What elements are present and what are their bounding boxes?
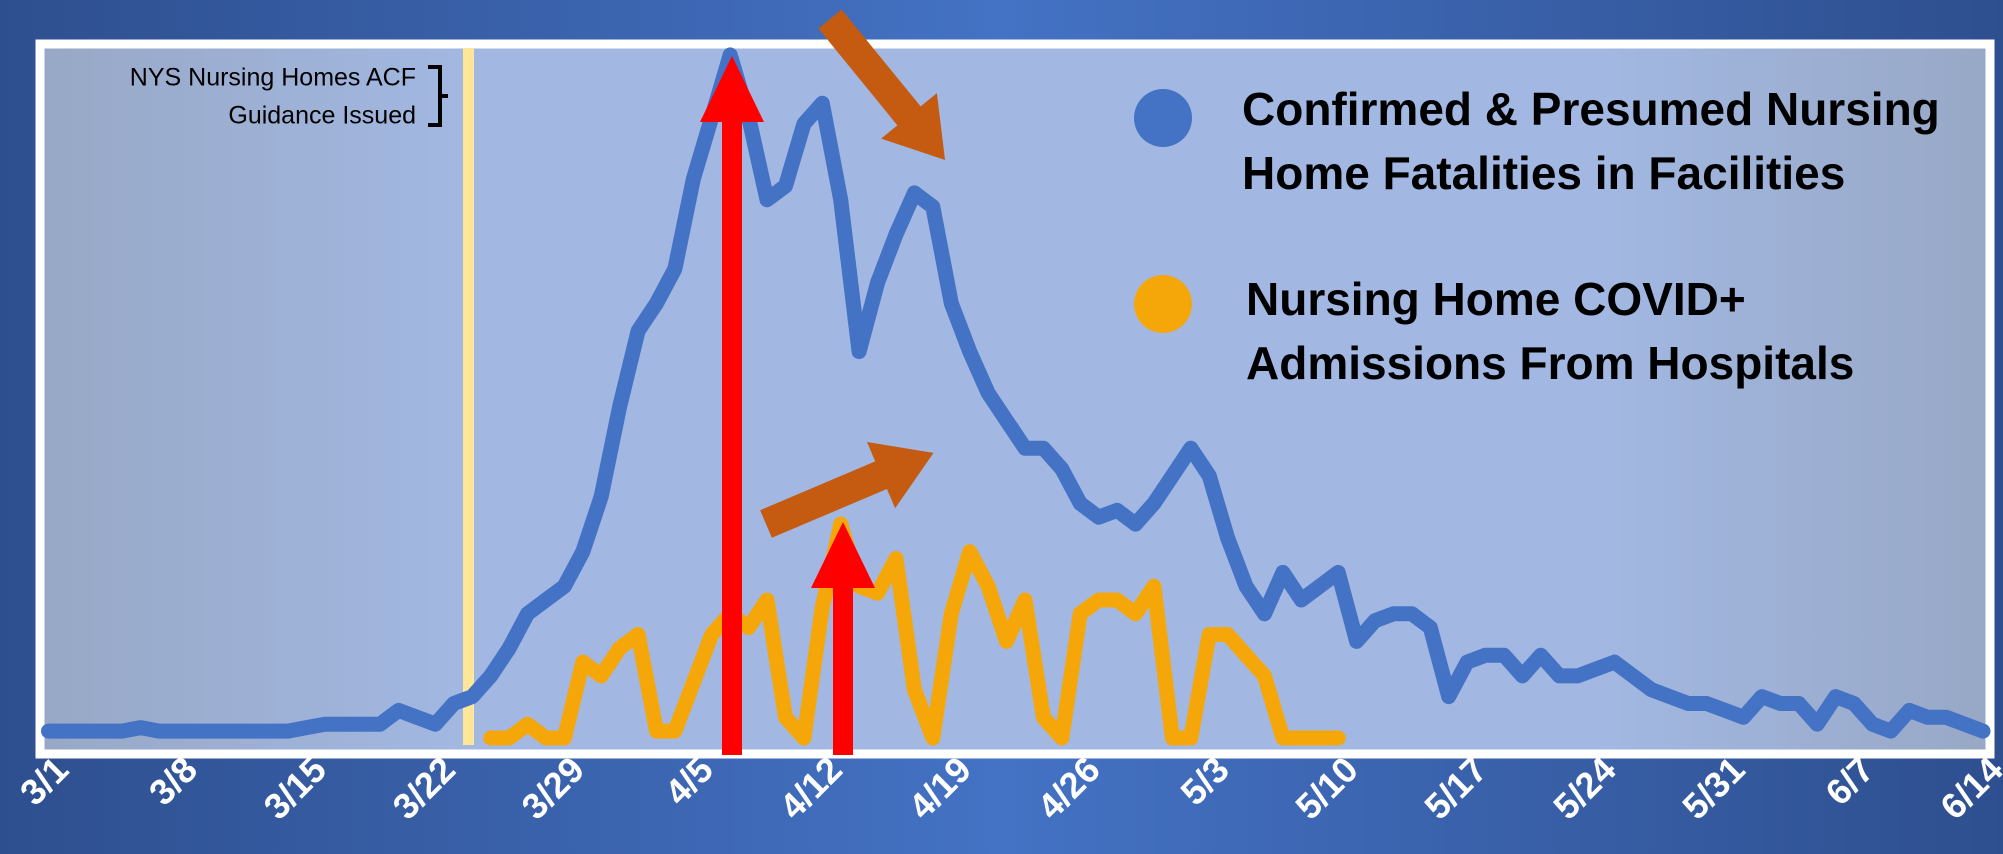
- red-arrow-head: [811, 522, 875, 588]
- series-line: [483, 516, 1346, 746]
- trend-arrow: [760, 442, 934, 538]
- legend-swatch: [1134, 89, 1192, 147]
- bracket: [428, 65, 448, 127]
- red-arrow-head: [700, 56, 764, 122]
- series-layer: [41, 47, 1991, 746]
- red-arrow: [833, 584, 853, 755]
- series-line: [41, 47, 1991, 739]
- annotation: Guidance Issued: [228, 102, 416, 130]
- legend-entry: Confirmed & Presumed Nursing Home Fatali…: [1242, 83, 1940, 199]
- event-line: [463, 48, 474, 745]
- trend-arrow: [818, 9, 946, 161]
- legend-entry: Nursing Home COVID+ Admissions From Hosp…: [1246, 273, 1855, 389]
- red-arrow: [722, 118, 742, 755]
- annotation: NYS Nursing Homes ACF: [130, 64, 416, 92]
- legend-swatch: [1134, 275, 1192, 333]
